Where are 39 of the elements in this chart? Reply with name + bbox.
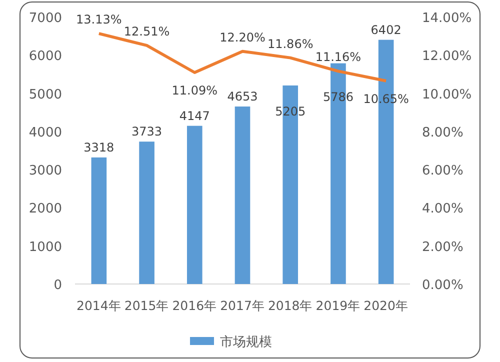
y2-tick-label: 10.00%	[422, 87, 472, 102]
data-label: 4147	[179, 108, 210, 123]
bar	[139, 142, 154, 284]
bar	[91, 157, 107, 284]
data-label: 12.51%	[124, 24, 170, 38]
data-label: 11.86%	[267, 36, 314, 51]
data-label: 3318	[84, 140, 114, 154]
y-tick-label: 5000	[28, 87, 62, 102]
y-tick-label: 2000	[28, 202, 62, 217]
data-label: 6402	[370, 22, 402, 37]
x-tick-label: 2016年	[172, 298, 218, 313]
x-tick-label: 2018年	[268, 298, 313, 313]
data-label: 11.09%	[172, 84, 218, 98]
x-tick-label: 2020年	[364, 298, 408, 313]
x-tick-label: 2019年	[316, 298, 361, 313]
y-tick-label: 0	[54, 278, 62, 293]
data-label: 12.20%	[220, 30, 266, 44]
y2-tick-label: 4.00%	[422, 202, 464, 217]
y-tick-label: 6000	[28, 49, 62, 64]
legend-label: 市场规模	[220, 335, 272, 350]
y-tick-label: 1000	[28, 240, 62, 255]
y2-tick-label: 14.00%	[422, 11, 472, 26]
y2-tick-label: 12.00%	[422, 49, 472, 64]
bar	[234, 106, 250, 284]
data-label: 3733	[132, 124, 162, 139]
y2-tick-label: 8.00%	[422, 125, 464, 140]
y-tick-label: 3000	[28, 164, 62, 179]
data-label: 13.13%	[76, 12, 122, 27]
y2-tick-label: 2.00%	[422, 240, 464, 255]
x-tick-label: 2017年	[220, 298, 265, 313]
x-tick-label: 2015年	[124, 298, 170, 313]
y2-tick-label: 6.00%	[422, 164, 464, 179]
bar	[186, 126, 202, 284]
data-label: 4653	[227, 90, 258, 104]
y-tick-label: 7000	[28, 11, 62, 26]
y2-tick-label: 0.00%	[422, 278, 464, 293]
x-tick-label: 2014年	[76, 298, 122, 313]
y-tick-label: 4000	[28, 125, 62, 140]
data-label: 11.16%	[315, 50, 362, 64]
